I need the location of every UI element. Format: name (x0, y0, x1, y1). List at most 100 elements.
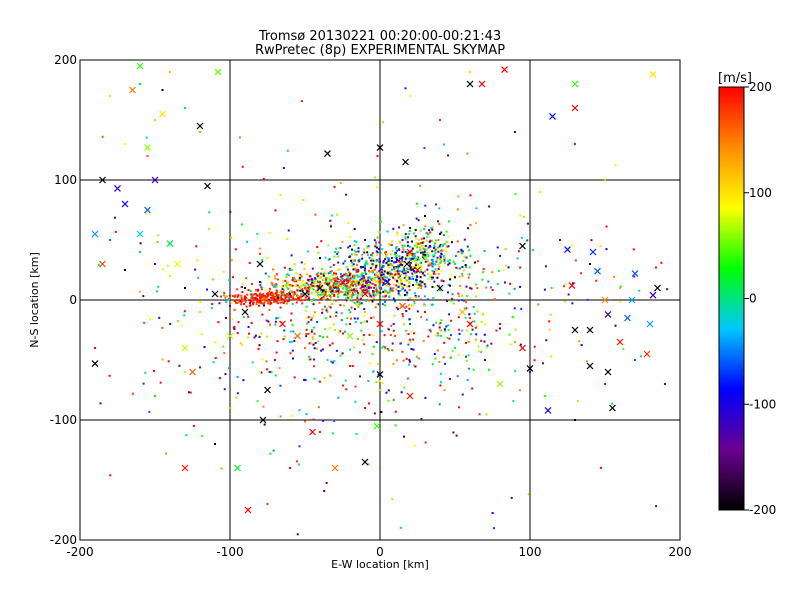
data-point-dot (268, 287, 271, 290)
data-point-dot (414, 365, 417, 368)
data-point-dot (444, 362, 447, 365)
data-point-dot (289, 330, 292, 333)
data-point-dot (514, 370, 517, 373)
data-point-dot (514, 193, 517, 196)
data-point-dot (278, 367, 281, 370)
cross-stroke (376, 320, 384, 328)
data-point-dot (361, 272, 364, 275)
data-point-dot (144, 371, 147, 374)
data-point-dot (444, 262, 447, 265)
data-points (91, 62, 669, 536)
data-point-dot (388, 291, 391, 294)
data-point-dot (263, 299, 266, 302)
data-point-dot (264, 288, 267, 291)
data-point-dot (410, 331, 413, 334)
data-point-dot (246, 336, 249, 339)
data-point-dot (417, 238, 420, 241)
data-point-dot (192, 424, 195, 427)
data-point-dot (282, 280, 285, 283)
data-point-dot (457, 195, 460, 198)
data-point-dot (438, 403, 441, 406)
data-point-dot (295, 284, 298, 287)
data-point-dot (454, 347, 456, 349)
data-point-dot (233, 308, 236, 311)
data-point-dot (293, 263, 296, 266)
data-point-dot (349, 289, 352, 292)
data-point-dot (441, 249, 444, 252)
data-point-dot (355, 281, 358, 284)
data-point-dot (286, 149, 289, 152)
data-point-dot (466, 273, 469, 276)
data-point-dot (446, 241, 449, 244)
cross-stroke (568, 282, 576, 290)
data-point-dot (369, 270, 372, 273)
data-point-dot (279, 306, 282, 309)
data-point-dot (389, 263, 392, 266)
data-point-dot (360, 329, 363, 332)
data-point-dot (410, 347, 413, 350)
data-point-dot (329, 224, 332, 227)
data-point-dot (433, 270, 436, 273)
data-point-dot (423, 228, 426, 231)
data-point-dot (333, 255, 336, 258)
data-point-dot (373, 286, 376, 289)
data-point-dot (443, 388, 446, 391)
data-point-dot (403, 272, 406, 275)
data-point-dot (344, 379, 347, 382)
data-point-dot (458, 332, 461, 335)
data-point-dot (415, 242, 418, 245)
data-point-dot (487, 280, 490, 283)
data-point-dot (366, 286, 369, 289)
data-point-dot (368, 256, 371, 259)
data-point-dot (368, 299, 371, 302)
data-point-dot (478, 350, 481, 353)
data-point-dot (462, 269, 465, 272)
data-point-dot (305, 282, 308, 285)
data-point-dot (375, 381, 378, 384)
data-point-dot (458, 295, 461, 298)
data-point-dot (395, 284, 398, 287)
cross-stroke (571, 326, 579, 334)
data-point-dot (367, 379, 370, 382)
data-point-dot (430, 227, 433, 230)
data-point-cross (339, 278, 346, 286)
data-point-dot (426, 251, 429, 254)
data-point-dot (408, 281, 411, 284)
data-point-dot (305, 328, 308, 331)
data-point-dot (346, 279, 349, 282)
data-point-dot (406, 279, 409, 282)
data-point-dot (340, 318, 343, 321)
data-point-dot (274, 284, 277, 287)
data-point-dot (520, 307, 523, 310)
cross-stroke (628, 296, 636, 304)
data-point-dot (414, 237, 417, 240)
data-point-dot (455, 434, 458, 437)
data-point-dot (405, 329, 408, 332)
data-point-dot (381, 295, 384, 298)
data-point-dot (488, 368, 491, 371)
data-point-dot (508, 333, 511, 336)
data-point-dot (363, 251, 366, 254)
data-point-dot (481, 312, 484, 315)
data-point-dot (477, 345, 480, 348)
data-point-dot (381, 303, 384, 306)
data-point-dot (392, 287, 395, 290)
data-point-dot (382, 265, 385, 268)
data-point-dot (349, 294, 352, 297)
data-point-dot (405, 310, 408, 313)
cross-stroke (586, 362, 594, 370)
data-point-dot (272, 449, 275, 452)
data-point-dot (224, 316, 227, 319)
data-point-dot (434, 203, 437, 206)
data-point-dot (324, 271, 327, 274)
data-point-dot (406, 291, 409, 294)
data-point-dot (544, 265, 547, 268)
data-point-dot (541, 362, 544, 365)
cross-stroke (384, 278, 391, 286)
data-point-dot (310, 287, 313, 290)
data-point-dot (333, 282, 336, 285)
data-point-dot (159, 381, 162, 384)
data-point-dot (370, 257, 373, 260)
data-point-dot (309, 285, 312, 288)
data-point-dot (298, 279, 301, 282)
